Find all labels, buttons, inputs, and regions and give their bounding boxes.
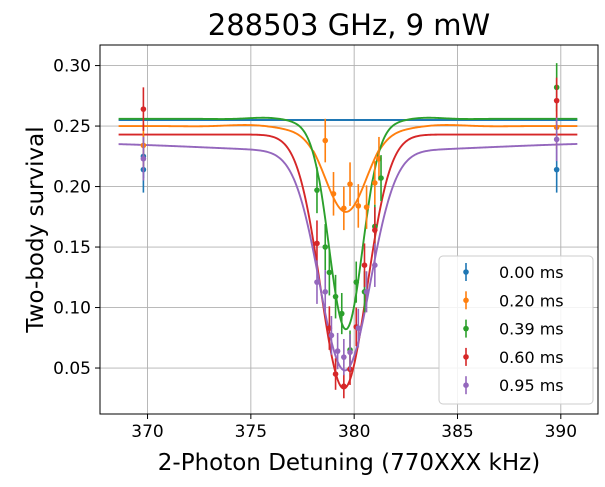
data-point xyxy=(314,187,320,193)
data-points xyxy=(140,63,560,399)
data-point xyxy=(553,136,560,143)
data-point xyxy=(553,166,560,173)
x-tick-label: 390 xyxy=(545,422,577,442)
y-tick-label: 0.25 xyxy=(53,117,91,137)
x-tick-label: 385 xyxy=(441,422,473,442)
chart-title: 288503 GHz, 9 mW xyxy=(208,8,490,42)
legend-marker-dot xyxy=(463,354,469,360)
data-point xyxy=(338,310,345,317)
data-point xyxy=(372,227,378,233)
x-tick-label: 380 xyxy=(338,422,370,442)
data-point xyxy=(363,204,370,210)
legend-marker-dot xyxy=(463,269,469,275)
legend-label: 0.00 ms xyxy=(499,263,564,282)
data-point xyxy=(322,289,329,295)
plot-frame xyxy=(99,44,599,415)
data-point xyxy=(347,349,353,356)
data-point xyxy=(347,181,353,187)
legend-label: 0.20 ms xyxy=(499,291,564,310)
data-point xyxy=(355,325,362,331)
legend-marker-dot xyxy=(463,325,469,332)
data-point xyxy=(332,293,339,300)
data-point xyxy=(332,371,339,377)
fit-curve-series-3 xyxy=(118,133,578,390)
y-tick-label: 0.30 xyxy=(53,57,91,77)
data-point xyxy=(372,262,378,268)
legend-label: 0.39 ms xyxy=(499,320,564,339)
fit-curve-series-2 xyxy=(118,116,578,331)
legend: 0.00 ms 0.20 ms 0.39 ms 0.60 ms 0.95 ms xyxy=(438,255,594,405)
data-point xyxy=(140,106,147,112)
data-point xyxy=(330,191,337,197)
data-point xyxy=(372,180,378,186)
x-axis-label: 2-Photon Detuning (770XXX kHz) xyxy=(158,450,540,476)
y-tick-label: 0.15 xyxy=(53,238,91,258)
y-tick-label: 0.10 xyxy=(53,299,91,319)
y-tick-label: 0.05 xyxy=(53,359,91,379)
data-point xyxy=(553,97,560,104)
data-point xyxy=(314,240,320,247)
y-tick-label: 0.20 xyxy=(53,178,91,198)
data-point xyxy=(140,155,147,162)
data-point xyxy=(322,137,329,144)
data-point xyxy=(341,383,347,389)
x-axis-ticks: 370 375 380 385 390 xyxy=(131,414,577,442)
data-point xyxy=(361,262,368,268)
data-point xyxy=(334,348,341,354)
fit-curve-series-1 xyxy=(118,124,578,213)
data-point xyxy=(326,269,333,276)
legend-label: 0.95 ms xyxy=(499,376,564,395)
data-point xyxy=(341,205,347,212)
x-tick-label: 370 xyxy=(131,422,163,442)
data-point xyxy=(322,244,329,250)
legend-box xyxy=(438,255,594,405)
data-point xyxy=(363,289,370,295)
data-point xyxy=(353,279,360,285)
y-axis-label: Two-body survival xyxy=(23,126,49,333)
x-tick-label: 375 xyxy=(235,422,267,442)
data-point xyxy=(328,332,335,339)
data-point xyxy=(378,175,384,181)
y-axis-ticks: 0.05 0.10 0.15 0.20 0.25 0.30 xyxy=(53,57,100,379)
data-point xyxy=(314,279,320,285)
data-point xyxy=(341,354,347,360)
legend-marker-dot xyxy=(463,297,469,304)
data-point xyxy=(355,203,362,209)
legend-marker-dot xyxy=(463,382,469,389)
legend-label: 0.60 ms xyxy=(499,348,564,367)
